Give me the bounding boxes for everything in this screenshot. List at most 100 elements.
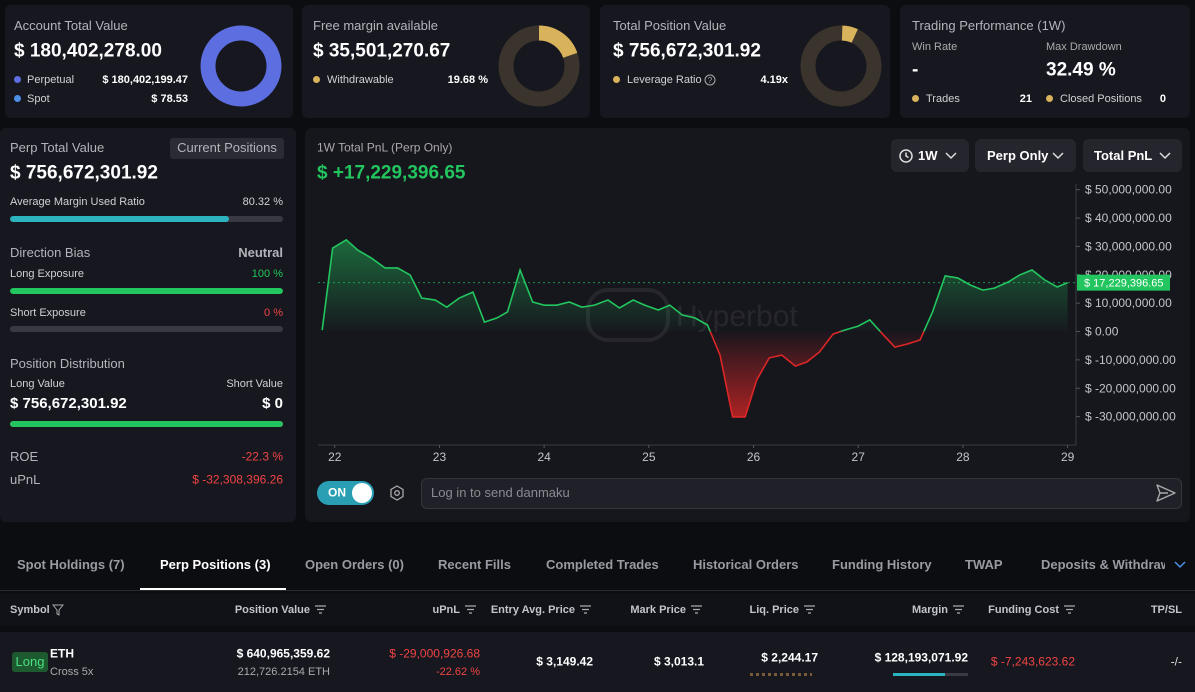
table-cell: $ 2,244.17 [761, 650, 818, 665]
tab[interactable]: Completed Trades [546, 556, 659, 572]
column-header[interactable]: TP/SL [1150, 603, 1182, 616]
tab[interactable]: TWAP [965, 556, 1003, 572]
column-header[interactable]: uPnL [432, 603, 461, 616]
button-label[interactable]: Current Positions [177, 139, 277, 155]
dropdown[interactable] [975, 139, 1076, 172]
legend-value: 19.68 % [447, 73, 488, 86]
x-tick-label: 22 [328, 450, 342, 464]
legend-value: $ 78.53 [151, 92, 188, 105]
x-tick-label: 23 [433, 450, 447, 464]
card-value: $ 756,672,301.92 [613, 40, 761, 62]
x-tick-label: 25 [642, 450, 656, 464]
stat-label: ROE [10, 448, 39, 464]
input-placeholder[interactable]: Log in to send danmaku [431, 484, 570, 500]
stat-value: $ 0 [262, 394, 283, 412]
legend-value: $ 180,402,199.47 [102, 73, 188, 86]
dropdown[interactable] [1083, 139, 1182, 172]
info-icon[interactable]: ? [704, 74, 716, 86]
y-tick-label: $ 40,000,000.00 [1085, 211, 1172, 225]
stat-label: uPnL [10, 471, 41, 487]
pnl-area [322, 239, 1068, 417]
dropdown-label[interactable]: Perp Only [987, 147, 1049, 163]
liq-indicator [750, 673, 812, 676]
legend-label: Withdrawable [327, 73, 394, 86]
tab[interactable]: Recent Fills [438, 556, 511, 572]
progress-track [10, 288, 283, 294]
progress-track [10, 216, 283, 222]
filter-icon[interactable] [52, 604, 64, 616]
filter-shape [52, 604, 64, 616]
tab[interactable]: Deposits & Withdrawals [1041, 556, 1165, 572]
table-cell: 212,726.2154 ETH [237, 665, 330, 678]
current-tag [1077, 274, 1170, 291]
legend-label: Spot [27, 92, 50, 105]
x-tick-label: 27 [852, 450, 866, 464]
tab[interactable]: Funding History [832, 556, 932, 572]
button[interactable] [170, 138, 284, 159]
table-cell: ETH [50, 646, 74, 661]
pnl-chart: Hyperbot$ 50,000,000.00$ 40,000,000.00$ … [318, 183, 1176, 464]
table-cell: -22.62 % [435, 665, 480, 678]
send-icon[interactable] [1156, 484, 1176, 502]
dropdown[interactable] [891, 139, 969, 172]
progress-fill [10, 288, 283, 294]
toggle-label[interactable]: ON [328, 485, 346, 500]
column-header[interactable]: Liq. Price [749, 603, 799, 616]
chevron[interactable] [1174, 560, 1186, 570]
y-tick-label: $ 0.00 [1085, 325, 1119, 339]
text-input[interactable] [421, 478, 1182, 509]
card [900, 5, 1190, 118]
x-tick-label: 29 [1061, 450, 1075, 464]
y-tick-label: $ -10,000,000.00 [1085, 353, 1176, 367]
stat-label: Long Value [10, 377, 65, 390]
donut [800, 25, 882, 107]
sort-button[interactable] [580, 605, 592, 615]
column-header[interactable]: Entry Avg. Price [490, 603, 575, 616]
column-header[interactable]: Mark Price [630, 603, 686, 616]
clock-icon [899, 149, 913, 163]
dropdown-label[interactable]: 1W [918, 147, 938, 163]
tab[interactable]: Open Orders (0) [305, 556, 404, 572]
column-header[interactable]: Position Value [234, 603, 310, 616]
donut-arc [498, 25, 580, 107]
progress-track [10, 421, 283, 427]
sort-button[interactable] [315, 605, 327, 615]
y-tick-label: $ 50,000,000.00 [1085, 183, 1172, 197]
tab[interactable]: Spot Holdings (7) [17, 556, 125, 572]
y-tick-label: $ 30,000,000.00 [1085, 239, 1172, 253]
y-tick-label: $ -20,000,000.00 [1085, 381, 1176, 395]
table-row [0, 632, 1195, 692]
column-header[interactable]: Funding Cost [988, 603, 1059, 616]
stat-value: 0 % [264, 306, 283, 319]
column-header[interactable]: Margin [911, 603, 948, 616]
stat-label: Long Exposure [10, 267, 84, 280]
dropdown-label[interactable]: Total PnL [1094, 147, 1153, 163]
stat-value: 0 [1159, 92, 1166, 105]
stat-value: 21 [1019, 92, 1032, 105]
legend-dot [313, 76, 320, 83]
legend-label: Perpetual [27, 73, 75, 86]
panel-value: $ 756,672,301.92 [10, 162, 158, 184]
sort-icon [1064, 605, 1075, 614]
donut [498, 25, 580, 107]
tab[interactable]: Perp Positions (3) [160, 556, 271, 572]
settings-icon[interactable] [389, 485, 405, 501]
column-header[interactable]: Symbol [10, 603, 50, 616]
sort-button[interactable] [465, 605, 477, 615]
stat-value: $ -32,308,396.26 [192, 472, 283, 487]
stat-label: Short Exposure [10, 306, 86, 319]
toggle-knob [352, 483, 372, 503]
sort-button[interactable] [1064, 605, 1076, 615]
stat-label: Closed Positions [1060, 92, 1142, 105]
table-cell: $ 3,013.1 [653, 654, 704, 669]
sort-button[interactable] [953, 605, 965, 615]
card-title: Account Total Value [14, 17, 128, 33]
tab-underline [140, 588, 286, 590]
tab[interactable]: Historical Orders [693, 556, 799, 572]
stat-label: Win Rate [912, 40, 958, 53]
sort-button[interactable] [804, 605, 816, 615]
table-cell: Long [15, 653, 45, 669]
sort-button[interactable] [691, 605, 703, 615]
stat-label: Direction Bias [10, 244, 91, 260]
